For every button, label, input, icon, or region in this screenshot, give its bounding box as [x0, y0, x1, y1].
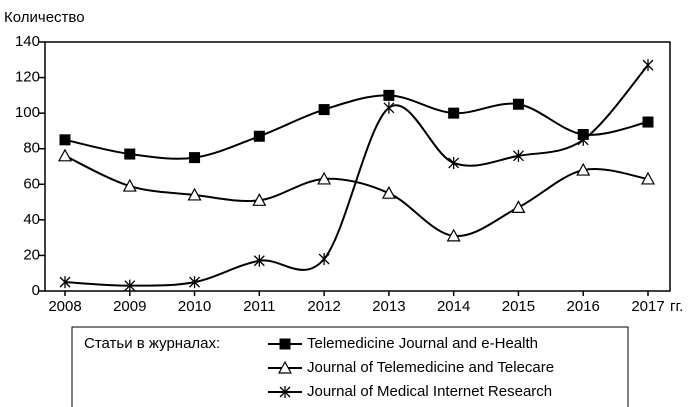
marker [59, 134, 71, 146]
marker [189, 152, 201, 164]
legend-label: Journal of Telemedicine and Telecare [307, 359, 554, 376]
marker [57, 148, 73, 162]
marker [124, 148, 136, 160]
marker [640, 171, 656, 185]
marker [277, 360, 293, 374]
y-tick-label: 80 [23, 140, 40, 157]
marker [253, 130, 265, 142]
marker [448, 107, 460, 119]
marker [279, 338, 291, 350]
marker [642, 59, 654, 72]
marker [383, 89, 395, 101]
y-tick-label: 40 [23, 211, 40, 228]
x-tick-label: 2016 [567, 298, 600, 315]
marker [446, 228, 461, 242]
x-tick-label: 2013 [372, 298, 405, 315]
x-tick-label: 2010 [178, 298, 211, 315]
marker [189, 276, 201, 289]
x-tick-label: 2015 [502, 298, 535, 315]
x-tick-label: 2014 [437, 298, 470, 315]
marker [318, 252, 330, 265]
x-tick-label: 2008 [48, 298, 81, 315]
x-tick-label: 2011 [243, 298, 275, 315]
series-line [64, 64, 649, 287]
legend-label: Journal of Medical Internet Research [307, 383, 552, 400]
marker [448, 156, 460, 169]
y-tick-label: 120 [15, 69, 40, 86]
marker [381, 185, 396, 199]
plot-frame [44, 41, 671, 292]
x-tick-label: 2009 [113, 298, 146, 315]
y-axis-label: Количество [4, 9, 85, 26]
marker [511, 200, 526, 214]
marker [512, 98, 524, 110]
y-tick-label: 100 [15, 104, 40, 121]
marker [124, 279, 136, 292]
marker [576, 162, 591, 176]
x-tick-label: 2017 [631, 298, 664, 315]
marker [383, 101, 395, 114]
marker [122, 178, 137, 192]
marker [318, 104, 330, 116]
y-tick-label: 60 [23, 175, 40, 192]
series-line [64, 154, 649, 237]
marker [59, 276, 71, 289]
marker [512, 149, 524, 162]
legend-box [71, 326, 629, 407]
y-tick-label: 20 [23, 246, 40, 263]
series-line [64, 94, 649, 160]
marker [187, 187, 202, 201]
marker [642, 116, 654, 128]
y-tick-label: 0 [32, 282, 40, 299]
marker [577, 133, 589, 146]
marker [317, 171, 332, 185]
marker [279, 386, 291, 398]
marker [253, 254, 265, 267]
x-axis-label: гг. [670, 298, 683, 315]
x-tick-label: 2012 [307, 298, 340, 315]
marker [252, 193, 267, 206]
legend-title: Статьи в журналах: [84, 335, 220, 352]
legend-label: Telemedicine Journal and e-Health [307, 335, 538, 352]
y-tick-label: 140 [15, 33, 40, 50]
